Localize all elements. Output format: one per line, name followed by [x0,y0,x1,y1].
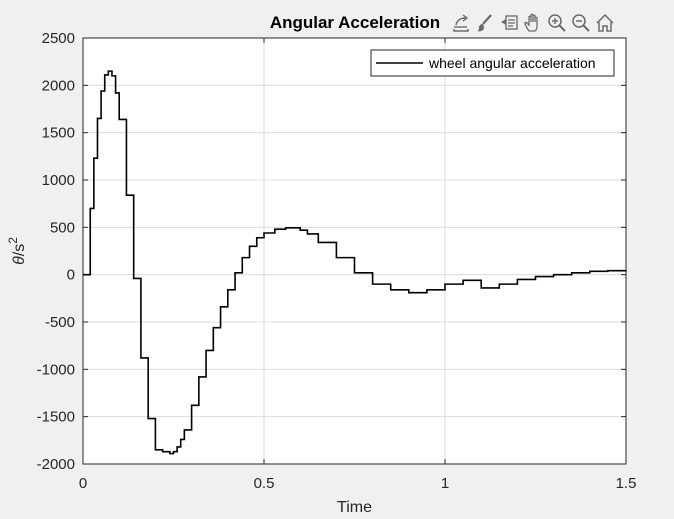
zoom-out-button[interactable] [570,11,592,35]
x-tick-label: 0 [79,475,87,492]
y-tick-label: 2000 [42,77,75,94]
x-axis-label: Time [337,499,372,516]
axes-toolbar [450,10,616,36]
pan-button[interactable] [522,11,544,35]
datatip-icon [501,15,518,30]
x-tick-label: 1.5 [616,475,637,492]
y-tick-label: 500 [50,219,75,236]
y-tick-label: -500 [45,314,75,331]
y-tick-label: -1000 [37,361,75,378]
pan-icon [524,13,538,32]
y-tick-label: 1500 [42,125,75,142]
y-tick-label: -2000 [37,456,75,473]
datatip-button[interactable] [498,11,520,35]
chart-title: Angular Acceleration [270,13,440,32]
brush-button[interactable] [474,11,496,35]
y-axis-label: θ/s2 [6,237,28,265]
plot-area[interactable] [83,38,626,464]
brush-icon [477,14,492,32]
y-tick-label: -1500 [37,409,75,426]
export-icon [453,14,469,32]
zoom-in-button[interactable] [546,11,568,35]
home-icon [596,13,614,32]
x-tick-label: 0.5 [254,475,275,492]
export-button[interactable] [450,11,472,35]
legend-label: wheel angular acceleration [428,55,596,71]
zoom-in-icon [548,14,566,32]
home-button[interactable] [594,11,616,35]
axes-box [82,37,627,465]
y-tick-label: 0 [67,267,75,284]
series-line-0[interactable] [83,70,627,455]
y-tick-label: 1000 [42,172,75,189]
zoom-out-icon [572,14,590,32]
x-tick-label: 1 [441,475,449,492]
y-tick-label: 2500 [42,30,75,47]
